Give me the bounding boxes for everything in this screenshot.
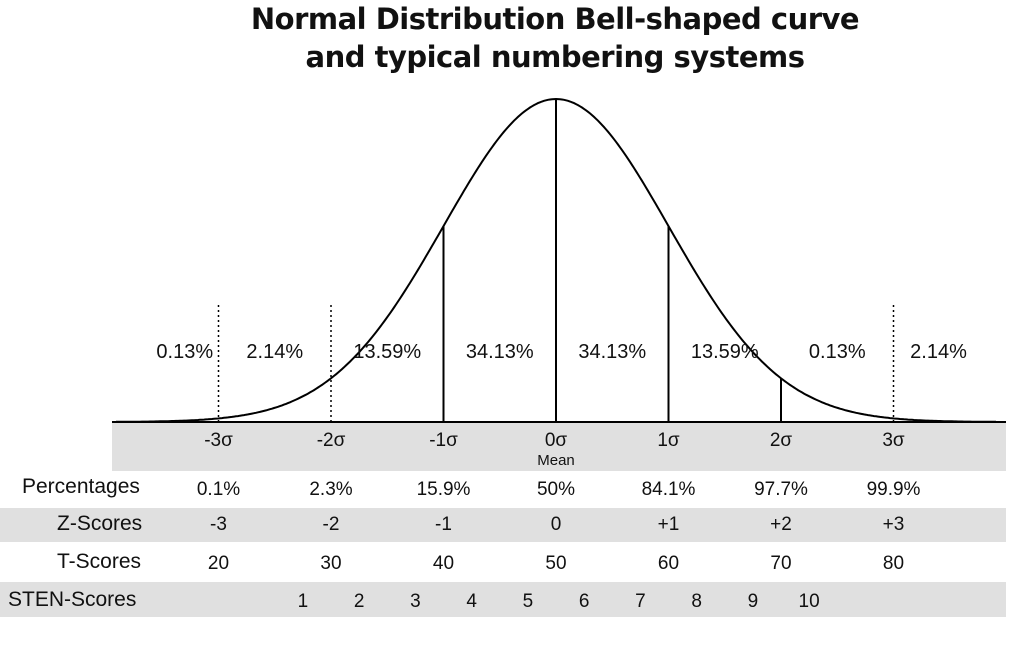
sten-value-0: 1 (297, 591, 309, 612)
row-2-value-3: 50 (545, 553, 567, 574)
sten-value-8: 9 (747, 591, 759, 612)
row-2-value-2: 40 (432, 553, 455, 574)
row-label-sten-scores: STEN-Scores (8, 588, 137, 611)
row-1-value-5: +2 (770, 514, 792, 535)
band-percent-label-2: 13.59% (353, 341, 422, 363)
sten-value-5: 6 (578, 591, 590, 612)
row-2-value-0: 20 (207, 553, 230, 574)
row-label-z-scores: Z-Scores (57, 512, 143, 535)
chart-title-line-1: Normal Distribution Bell-shaped curve (250, 2, 860, 36)
sten-value-2: 3 (410, 591, 421, 612)
z-scores-band (0, 508, 1006, 542)
sten-value-1: 2 (353, 591, 365, 612)
band-percent-label-1: 2.14% (246, 341, 304, 363)
sigma-label-5: 2σ (769, 430, 793, 451)
band-percent-label-3: 34.13% (465, 341, 534, 363)
band-percent-label-6: 0.13% (808, 341, 866, 363)
sigma-label-3: 0σ (544, 430, 568, 451)
sten-value-3: 4 (466, 591, 477, 612)
row-1-value-3: 0 (550, 514, 562, 535)
sten-value-4: 5 (522, 591, 534, 612)
band-percent-label-0: 0.13% (156, 341, 214, 363)
row-0-value-6: 99.9% (866, 479, 921, 500)
row-label-percentages: Percentages (22, 475, 140, 498)
row-2-value-4: 60 (657, 553, 680, 574)
row-2-value-6: 80 (882, 553, 905, 574)
row-label-t-scores: T-Scores (57, 550, 142, 573)
sten-scores-band (0, 582, 1006, 617)
sigma-axis-band (112, 422, 1006, 471)
row-0-value-0: 0.1% (196, 479, 241, 500)
row-2-value-5: 70 (770, 553, 792, 574)
row-0-value-3: 50% (536, 479, 576, 500)
row-1-value-6: +3 (882, 514, 905, 535)
row-1-value-2: -1 (435, 514, 452, 535)
sigma-label-0: -3σ (204, 430, 233, 451)
band-percent-label-4: 34.13% (578, 341, 647, 363)
chart-title-line-2: and typical numbering systems (305, 40, 805, 74)
sten-value-7: 8 (691, 591, 702, 612)
sten-value-9: 10 (798, 591, 820, 612)
sten-value-6: 7 (635, 591, 646, 612)
sigma-label-2: -1σ (429, 430, 458, 451)
sigma-label-4: 1σ (657, 430, 680, 451)
row-2-value-1: 30 (320, 553, 342, 574)
sigma-label-6: 3σ (882, 430, 905, 451)
row-0-value-1: 2.3% (309, 479, 353, 500)
row-0-value-5: 97.7% (754, 479, 808, 500)
band-percent-label-5: 13.59% (690, 341, 759, 363)
row-0-value-4: 84.1% (641, 479, 696, 500)
row-1-value-4: +1 (657, 514, 680, 535)
row-1-value-1: -2 (322, 514, 340, 535)
band-percent-label-7: 2.14% (910, 341, 967, 363)
mean-label: Mean (537, 452, 575, 469)
sigma-label-1: -2σ (316, 430, 346, 451)
row-0-value-2: 15.9% (416, 479, 471, 500)
row-1-value-0: -3 (210, 514, 227, 535)
